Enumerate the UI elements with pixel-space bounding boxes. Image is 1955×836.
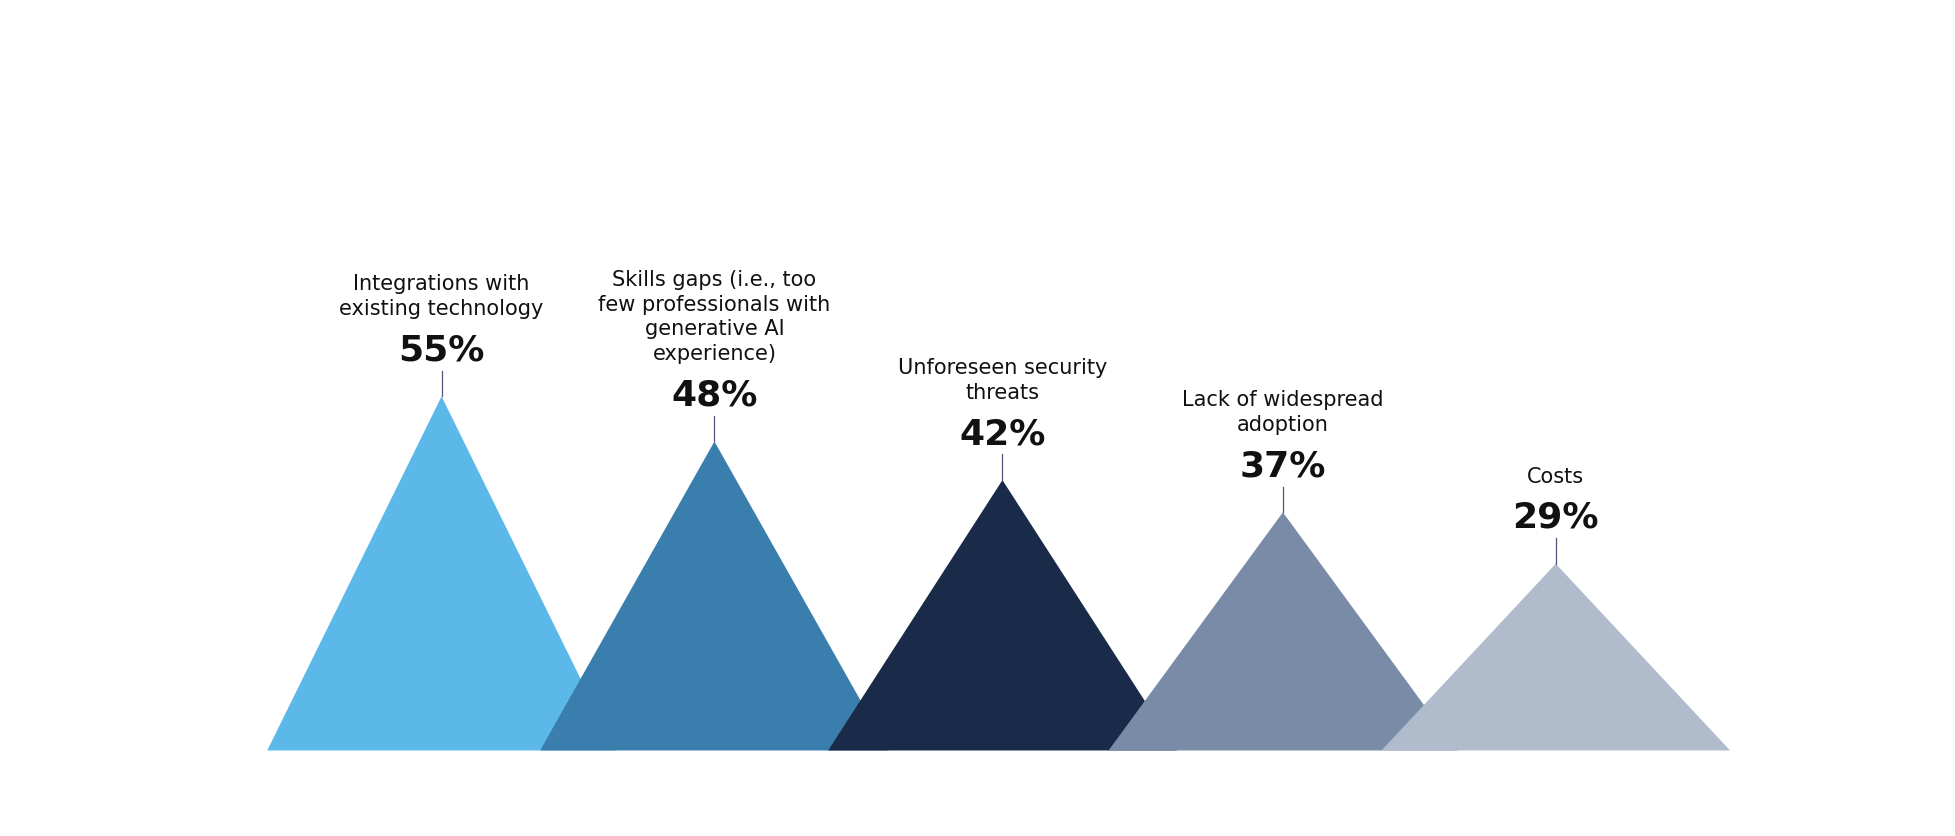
Text: Costs: Costs: [1527, 466, 1584, 487]
Text: 29%: 29%: [1511, 501, 1597, 535]
Text: Skills gaps (i.e., too
few professionals with
generative AI
experience): Skills gaps (i.e., too few professionals…: [598, 270, 831, 364]
Polygon shape: [268, 396, 616, 751]
Polygon shape: [540, 441, 888, 751]
Text: Unforeseen security
threats: Unforeseen security threats: [897, 358, 1107, 403]
Text: 37%: 37%: [1239, 449, 1325, 483]
Text: 48%: 48%: [671, 379, 757, 412]
Text: 42%: 42%: [958, 417, 1046, 451]
Text: Lack of widespread
adoption: Lack of widespread adoption: [1181, 390, 1382, 435]
Text: Integrations with
existing technology: Integrations with existing technology: [340, 274, 543, 319]
Polygon shape: [1108, 512, 1456, 751]
Polygon shape: [827, 480, 1177, 751]
Text: 55%: 55%: [399, 334, 485, 368]
Polygon shape: [1380, 563, 1730, 751]
